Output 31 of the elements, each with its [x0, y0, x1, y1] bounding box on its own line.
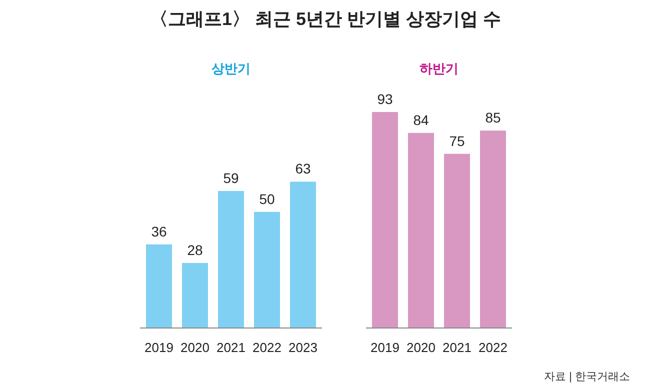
x-tick-label: 2019 [370, 340, 400, 355]
bar [146, 244, 172, 328]
data-label: 84 [413, 112, 429, 128]
text: 〈그래프1〉 최근 5년간 반기별 상장기업 수 [150, 9, 502, 29]
x-tick-label: 2022 [478, 340, 508, 355]
text: 자료 | 한국거래소 [544, 371, 630, 383]
bar [444, 154, 470, 328]
x-tick-label: 2021 [442, 340, 472, 355]
bar [218, 190, 244, 328]
bar [290, 182, 316, 328]
data-label: 50 [259, 190, 275, 207]
data-label: 85 [485, 110, 501, 126]
bar [372, 112, 398, 328]
x-tick-label: 2020 [180, 340, 210, 355]
data-label: 59 [223, 170, 239, 186]
data-label: 75 [449, 132, 465, 149]
data-label: 93 [377, 91, 393, 107]
data-label: 36 [151, 223, 167, 240]
data-label: 63 [295, 160, 311, 177]
x-tick-label: 2021 [216, 340, 246, 355]
chart-title: 상반기 [212, 61, 250, 76]
x-tick-label: 2019 [144, 340, 174, 355]
bar [480, 130, 506, 328]
x-tick-label: 2020 [406, 340, 436, 355]
data-label: 28 [187, 242, 203, 258]
x-tick-label: 2022 [252, 340, 282, 355]
x-tick-label: 2023 [288, 340, 318, 355]
bar [408, 132, 434, 328]
bar [254, 212, 280, 328]
chart-title: 하반기 [420, 61, 458, 76]
bar [182, 262, 208, 328]
